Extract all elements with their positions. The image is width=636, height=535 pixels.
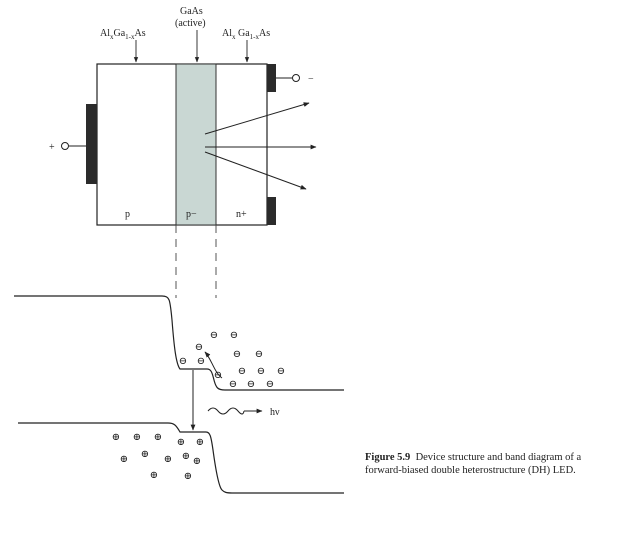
- electron: ⊖: [195, 342, 203, 353]
- figure-caption: Figure 5.9 Device structure and band dia…: [365, 452, 615, 477]
- valence-band-edge: [18, 422, 344, 494]
- region-p-label: p: [125, 209, 130, 220]
- electrons: ⊖ ⊖ ⊖ ⊖ ⊖ ⊖ ⊖ ⊖ ⊖ ⊖ ⊖ ⊖ ⊖ ⊖: [179, 330, 285, 390]
- holes: ⊕ ⊕ ⊕ ⊕ ⊕ ⊕ ⊕ ⊕ ⊕ ⊕ ⊕ ⊕: [112, 432, 204, 482]
- electron: ⊖: [197, 356, 205, 367]
- active-layer: [175, 63, 217, 226]
- hole: ⊕: [184, 471, 192, 482]
- electron: ⊖: [230, 330, 238, 341]
- plus-terminal-dot: [61, 142, 69, 150]
- plus-terminal-label: +: [49, 142, 55, 153]
- electron: ⊖: [266, 379, 274, 390]
- hole: ⊕: [177, 437, 185, 448]
- caption-text: Device structure and band diagram of a f…: [365, 452, 582, 476]
- minus-terminal-label: −: [308, 74, 314, 85]
- hole: ⊕: [154, 432, 162, 443]
- hole: ⊕: [133, 432, 141, 443]
- left-cladding-label: AlxGa1-xAs: [100, 28, 146, 41]
- n-contact-bottom: [267, 197, 276, 225]
- hole: ⊕: [150, 470, 158, 481]
- hole: ⊕: [112, 432, 120, 443]
- p-contact: [86, 104, 97, 184]
- device-structure: + − AlxGa1-xAs GaAs (active) Alx Ga1-xAs…: [49, 6, 317, 226]
- emission-arrow-down: [204, 151, 307, 190]
- electron: ⊖: [229, 379, 237, 390]
- electron: ⊖: [210, 330, 218, 341]
- hole: ⊕: [120, 454, 128, 465]
- photon-label: hν: [270, 407, 280, 418]
- region-p-minus-label: p−: [186, 209, 197, 220]
- band-diagram: ⊖ ⊖ ⊖ ⊖ ⊖ ⊖ ⊖ ⊖ ⊖ ⊖ ⊖ ⊖ ⊖ ⊖ hν ⊕ ⊕ ⊕ ⊕: [14, 295, 344, 494]
- electron: ⊖: [238, 366, 246, 377]
- hole: ⊕: [193, 456, 201, 467]
- injection-arrow: [204, 351, 223, 379]
- region-n-plus-label: n+: [236, 209, 247, 220]
- photon-wave: [207, 407, 245, 415]
- electron: ⊖: [247, 379, 255, 390]
- hole: ⊕: [141, 449, 149, 460]
- minus-terminal-dot: [292, 74, 300, 82]
- electron: ⊖: [179, 356, 187, 367]
- electron: ⊖: [214, 370, 222, 381]
- hole: ⊕: [164, 454, 172, 465]
- electron: ⊖: [257, 366, 265, 377]
- n-contact-top: [267, 64, 276, 92]
- electron: ⊖: [233, 349, 241, 360]
- figure-label: Figure 5.9: [365, 452, 411, 463]
- hole: ⊕: [196, 437, 204, 448]
- electron: ⊖: [255, 349, 263, 360]
- active-label-top: GaAs: [180, 6, 203, 17]
- hole: ⊕: [182, 451, 190, 462]
- emission-arrow-up: [204, 102, 310, 135]
- right-cladding-label: Alx Ga1-xAs: [222, 28, 270, 41]
- active-label-bottom: (active): [175, 18, 206, 29]
- conduction-band-edge: [14, 295, 344, 391]
- electron: ⊖: [277, 366, 285, 377]
